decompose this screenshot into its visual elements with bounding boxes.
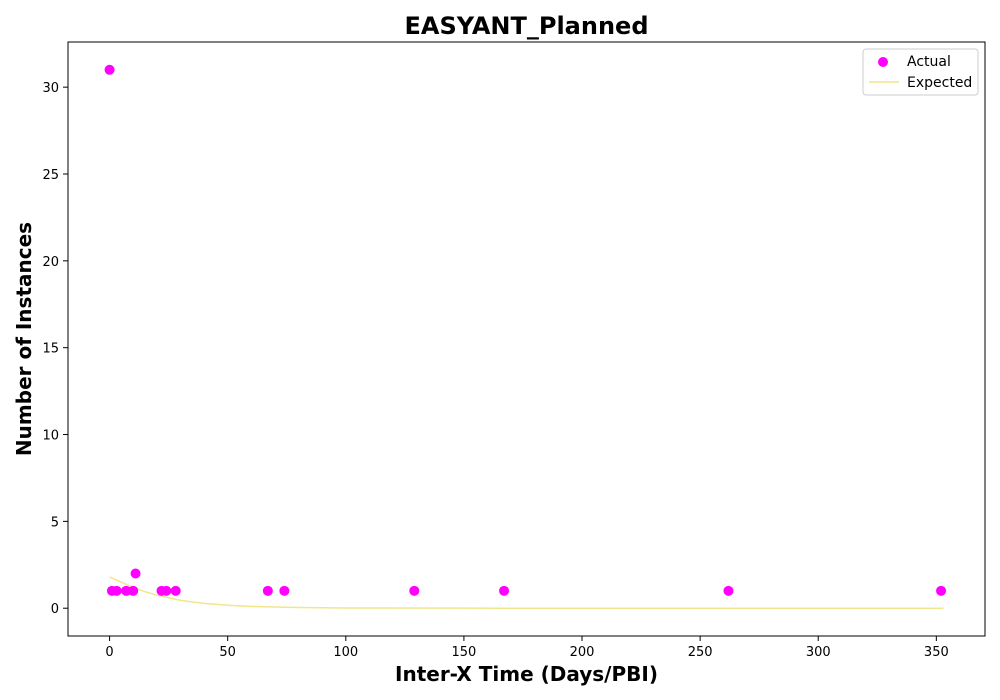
legend: Actual Expected: [862, 48, 979, 96]
actual-point: [499, 585, 510, 596]
x-tick-label: 50: [219, 645, 236, 660]
y-axis: 0 5 10 15 20 25 30: [42, 81, 68, 617]
actual-point: [936, 585, 947, 596]
actual-point: [121, 585, 132, 596]
y-tick-label: 5: [51, 515, 59, 530]
plot-area: [104, 64, 947, 609]
y-tick-label: 15: [42, 342, 59, 357]
actual-point: [279, 585, 290, 596]
x-tick-label: 350: [924, 645, 949, 660]
x-tick-label: 150: [451, 645, 476, 660]
x-tick-label: 0: [105, 645, 113, 660]
y-tick-label: 25: [42, 168, 59, 183]
x-tick-label: 250: [688, 645, 713, 660]
x-axis-label: Inter-X Time (Days/PBI): [395, 662, 658, 686]
y-tick-label: 10: [42, 429, 59, 444]
x-axis: 0 50 100 150 200 250 300 350: [105, 636, 949, 660]
actual-point: [262, 585, 273, 596]
actual-point: [723, 585, 734, 596]
x-tick-label: 200: [570, 645, 595, 660]
legend-box: [862, 48, 979, 96]
legend-marker-actual: [878, 57, 888, 67]
y-tick-label: 20: [42, 255, 59, 270]
plot-frame: [67, 41, 986, 637]
actual-point: [161, 585, 172, 596]
expected-line: [109, 576, 944, 609]
y-tick-label: 0: [51, 602, 59, 617]
y-tick-label: 30: [42, 81, 59, 96]
actual-point: [111, 585, 122, 596]
actual-point: [409, 585, 420, 596]
y-axis-label: Number of Instances: [12, 222, 36, 456]
actual-point: [130, 568, 141, 579]
actual-point: [128, 585, 139, 596]
actual-point: [104, 64, 115, 75]
legend-label-actual: Actual: [907, 54, 951, 70]
chart-title: EASYANT_Planned: [404, 12, 648, 40]
x-tick-label: 100: [333, 645, 358, 660]
actual-point: [170, 585, 181, 596]
legend-label-expected: Expected: [907, 75, 972, 91]
x-tick-label: 300: [806, 645, 831, 660]
